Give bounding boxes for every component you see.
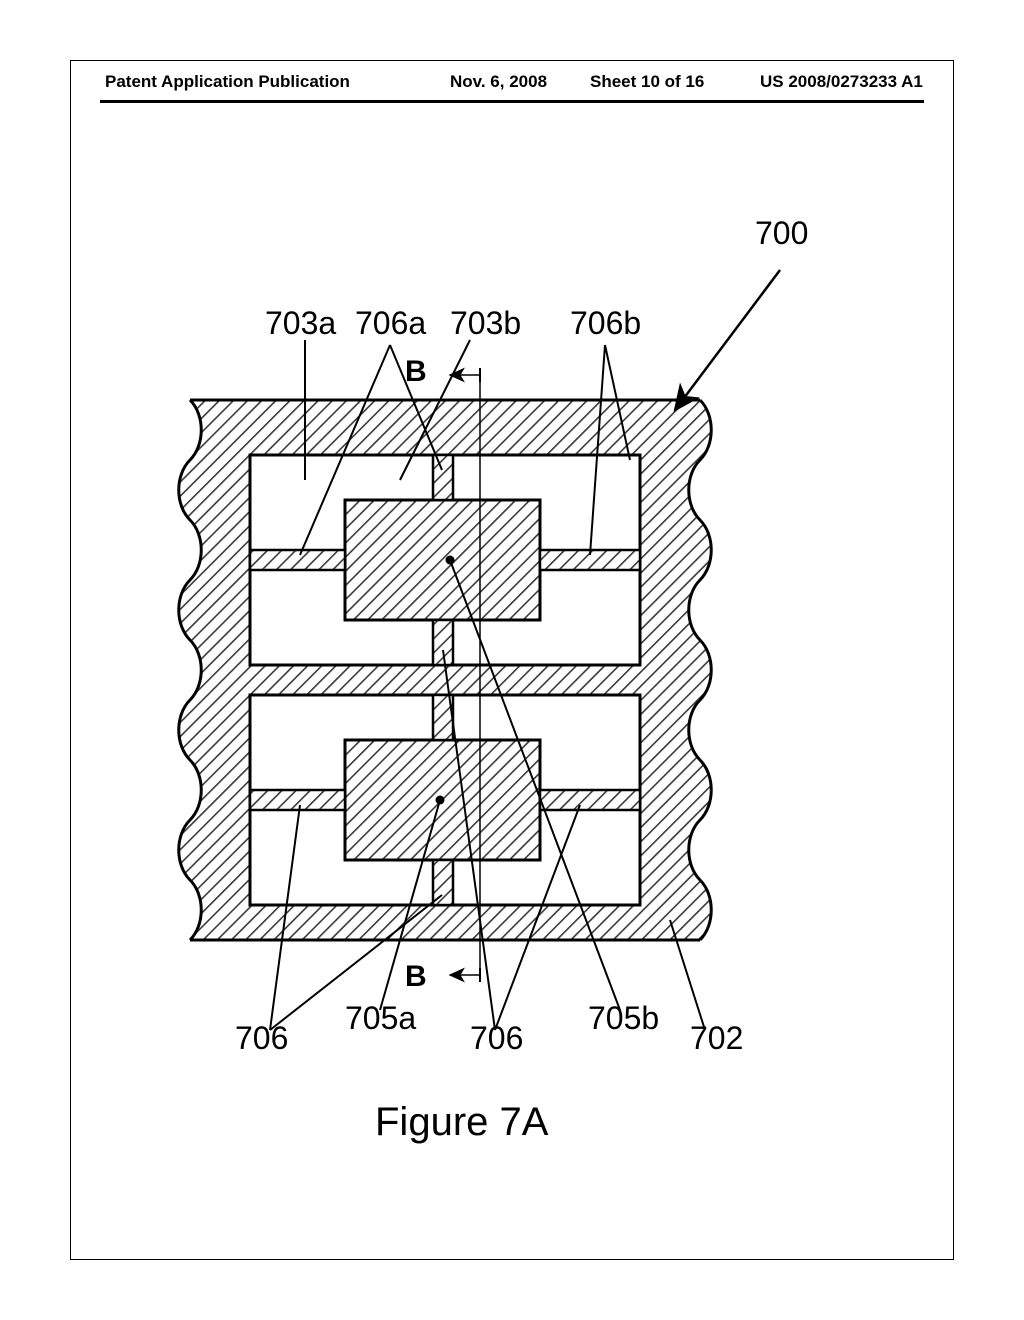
label-706a: 706a [355, 305, 426, 342]
label-705a: 705a [345, 1000, 416, 1037]
figure-caption: Figure 7A [375, 1100, 548, 1145]
header-rule [100, 100, 924, 103]
section-B-top: B [405, 355, 427, 389]
label-706-1: 706 [235, 1020, 288, 1057]
label-703a: 703a [265, 305, 336, 342]
header-sheet: Sheet 10 of 16 [590, 72, 704, 92]
label-706-2: 706 [470, 1020, 523, 1057]
figure-7a: 700 703a 706a 703b 706b B B 706 705a 706… [150, 200, 870, 1180]
section-B-bottom: B [405, 960, 427, 994]
header-pubnum: US 2008/0273233 A1 [760, 72, 923, 92]
label-700: 700 [755, 215, 808, 252]
label-702: 702 [690, 1020, 743, 1057]
label-706b: 706b [570, 305, 641, 342]
label-705b: 705b [588, 1000, 659, 1037]
header-date: Nov. 6, 2008 [450, 72, 547, 92]
label-703b: 703b [450, 305, 521, 342]
header-publication-type: Patent Application Publication [105, 72, 350, 92]
